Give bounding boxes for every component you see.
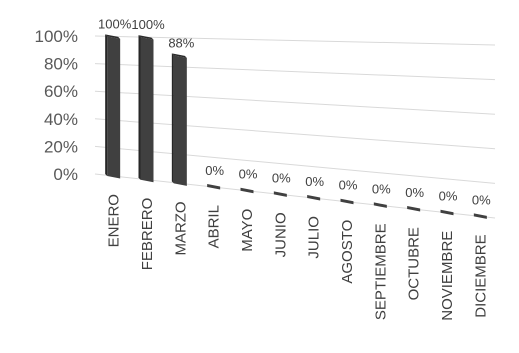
gridline — [94, 63, 496, 81]
bar — [473, 213, 487, 219]
data-label: 0% — [372, 181, 391, 196]
data-label: 100% — [98, 16, 132, 31]
y-tick-label: 60% — [44, 82, 78, 101]
bar-top — [138, 35, 154, 40]
bars — [105, 34, 487, 219]
category-label: MAYO — [239, 209, 256, 252]
category-labels: ENERO FEBRERO MARZO ABRIL MAYO JUNIO JULIO AGOS… — [106, 194, 490, 321]
bar-side — [171, 53, 174, 184]
data-label: 0% — [205, 163, 224, 178]
bar — [107, 36, 121, 179]
bar — [440, 209, 454, 216]
bar — [373, 202, 387, 208]
y-tick-label: 80% — [44, 55, 78, 74]
category-label: ABRIL — [206, 205, 223, 248]
data-label: 0% — [272, 170, 291, 185]
category-label: SEPTIEMBRE — [372, 223, 389, 320]
category-label: NOVIEMBRE — [439, 231, 456, 321]
data-label: 100% — [131, 17, 165, 32]
data-label: 88% — [168, 35, 194, 50]
bar-top — [171, 53, 187, 58]
gridlines — [94, 35, 496, 219]
bar-side — [105, 34, 108, 177]
y-tick-label: 20% — [44, 137, 78, 156]
gridline — [94, 118, 496, 150]
category-label: MARZO — [172, 201, 189, 255]
gridline — [94, 173, 496, 219]
y-tick-label: 40% — [44, 110, 78, 129]
category-label: ENERO — [106, 194, 123, 247]
data-labels: 100% 100%88%0% 0% 0% 0% 0% 0% 0% 0% 0% — [98, 16, 491, 207]
data-label: 0% — [472, 192, 491, 207]
bar — [240, 187, 254, 194]
bar — [340, 198, 354, 205]
bar-side — [138, 35, 141, 180]
data-label: 0% — [405, 185, 424, 200]
data-label: 0% — [305, 174, 324, 189]
bar — [207, 184, 221, 190]
gridline — [94, 145, 496, 184]
bar — [273, 191, 287, 197]
y-tick-label: 0% — [53, 165, 78, 184]
category-label: JULIO — [306, 216, 323, 259]
bar-top — [105, 34, 121, 39]
data-label: 0% — [339, 178, 358, 193]
category-label: FEBRERO — [139, 198, 156, 271]
bar — [173, 55, 187, 186]
bar — [407, 206, 421, 212]
category-label: JUNIO — [272, 212, 289, 257]
category-label: OCTUBRE — [406, 227, 423, 300]
category-label: AGOSTO — [339, 220, 356, 284]
category-label: DICIEMBRE — [472, 234, 489, 317]
y-axis-ticks: 0% 20% 40% 60% 80% 100% — [35, 27, 78, 184]
data-label: 0% — [239, 167, 258, 182]
gridline — [94, 35, 496, 46]
bar — [307, 195, 321, 201]
data-label: 0% — [439, 189, 458, 204]
y-tick-label: 100% — [35, 27, 78, 46]
gridline — [94, 90, 496, 115]
bar — [140, 37, 154, 183]
